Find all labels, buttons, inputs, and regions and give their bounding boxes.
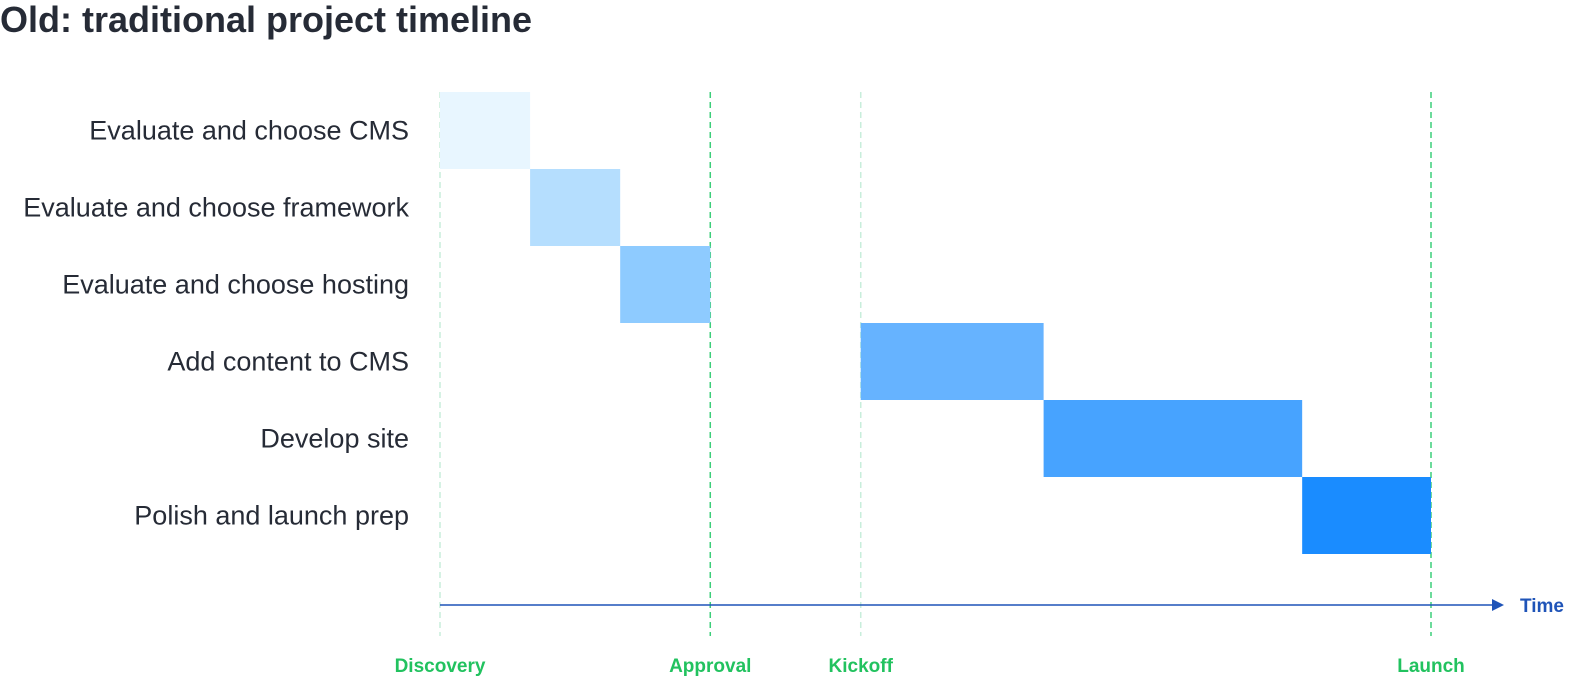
task-bar-polish-and-launch-prep [1302, 477, 1431, 554]
task-label-polish-and-launch-prep: Polish and launch prep [134, 501, 409, 531]
milestone-label-discovery: Discovery [395, 656, 486, 677]
task-label-evaluate-and-choose-hosting: Evaluate and choose hosting [62, 270, 409, 300]
task-bars [440, 92, 1431, 554]
milestone-labels: Discovery Approval Kickoff Launch [395, 656, 1465, 677]
time-axis: Time [440, 596, 1564, 617]
task-labels: Evaluate and choose CMS Evaluate and choo… [23, 116, 409, 531]
chart-title: Old: traditional project timeline [0, 0, 532, 40]
milestone-label-kickoff: Kickoff [829, 656, 894, 677]
time-axis-arrow-icon [1492, 599, 1504, 611]
task-label-develop-site: Develop site [260, 424, 409, 454]
task-label-add-content-to-cms: Add content to CMS [167, 347, 409, 377]
task-bar-evaluate-and-choose-cms [440, 92, 531, 169]
task-label-evaluate-and-choose-framework: Evaluate and choose framework [23, 193, 409, 223]
task-bar-develop-site [1043, 400, 1303, 477]
task-bar-add-content-to-cms [860, 323, 1044, 400]
milestone-label-launch: Launch [1397, 656, 1465, 677]
task-label-evaluate-and-choose-cms: Evaluate and choose CMS [89, 116, 409, 146]
time-axis-label: Time [1520, 596, 1564, 617]
milestone-label-approval: Approval [669, 656, 751, 677]
task-bar-evaluate-and-choose-framework [530, 169, 621, 246]
task-bar-evaluate-and-choose-hosting [620, 246, 711, 323]
